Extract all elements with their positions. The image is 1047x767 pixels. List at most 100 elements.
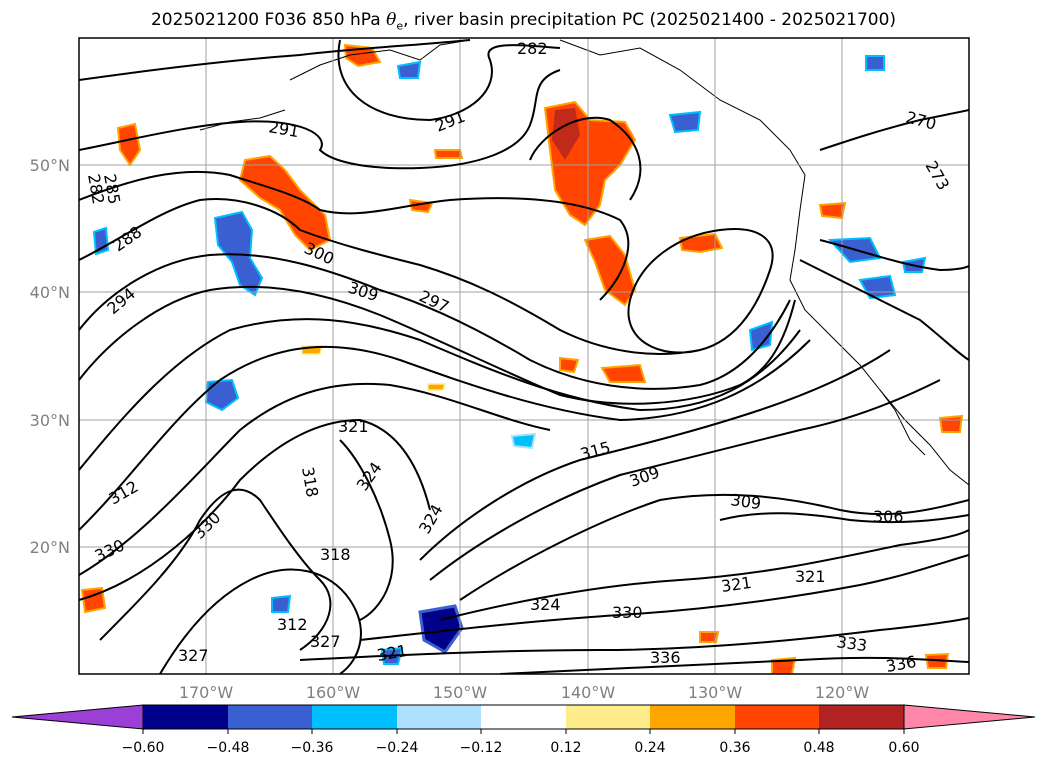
lon-label: 140°W — [561, 683, 616, 702]
contour-label: 327 — [178, 646, 209, 665]
contour-line — [79, 418, 431, 601]
graticule — [79, 38, 969, 674]
contour-label: 327 — [310, 632, 341, 651]
precip-patch — [748, 320, 774, 352]
precip-patch — [271, 594, 292, 613]
precip-patch — [238, 154, 332, 252]
contour-label: 282 — [517, 39, 548, 58]
lon-label: 130°W — [688, 683, 743, 702]
contour-line — [359, 554, 969, 641]
contour-label: 324 — [530, 595, 561, 614]
contour-line — [819, 239, 969, 272]
contour-label: 321 — [720, 573, 753, 596]
colorbar-tick-label: −0.36 — [291, 740, 334, 756]
contour-line — [339, 439, 394, 621]
precip-patch — [116, 122, 142, 167]
colorbar-tick-label: −0.48 — [207, 740, 250, 756]
contour-label: 336 — [650, 648, 681, 667]
colorbar-tick-label: −0.24 — [376, 740, 419, 756]
map-title: 2025021200 F036 850 hPa θe, river basin … — [0, 10, 1047, 32]
lon-label: 150°W — [433, 683, 488, 702]
lon-label: 120°W — [815, 683, 870, 702]
contour-line — [429, 379, 941, 581]
contour-label: 309 — [729, 490, 762, 513]
contour-label: 336 — [884, 652, 917, 676]
contour-line — [79, 382, 551, 576]
title-subscript: e — [396, 19, 404, 33]
precip-patch — [818, 201, 847, 220]
colorbar-segment — [566, 705, 650, 729]
contour-label: 306 — [873, 507, 904, 526]
precip-patch — [559, 356, 580, 374]
colorbar-tick-label: 0.60 — [888, 740, 919, 756]
colorbar-tick-label: 0.24 — [634, 740, 665, 756]
colorbar-segment — [228, 705, 312, 729]
lon-label: 170°W — [179, 683, 234, 702]
colorbar-ticks — [142, 729, 905, 734]
contour-line — [299, 617, 969, 661]
contour-line — [459, 493, 969, 601]
contour-label: 321 — [338, 417, 369, 436]
precip-patch — [600, 363, 647, 383]
contour-line — [79, 69, 561, 170]
precip-patch — [427, 383, 447, 391]
colorbar-segment — [143, 705, 228, 729]
colorbar-frame — [142, 704, 905, 730]
coastline-baja — [879, 389, 926, 456]
colorbar-tick-label: 0.48 — [803, 740, 834, 756]
contour-line — [79, 339, 811, 531]
colorbar-extend-low — [11, 704, 144, 730]
colorbar-segment — [819, 705, 904, 729]
colorbar-segment — [397, 705, 481, 729]
precip-patch — [396, 60, 422, 79]
precip-patch — [510, 432, 537, 450]
contour-label: 312 — [277, 615, 308, 634]
contour-line — [79, 318, 801, 471]
contour-label: 333 — [835, 632, 868, 655]
precip-patch — [433, 149, 464, 159]
contour-label: 330 — [612, 603, 643, 622]
contour-line — [159, 568, 362, 674]
colorbar-segment — [650, 705, 735, 729]
contour-line — [819, 109, 969, 151]
lat-label: 40°N — [30, 283, 70, 302]
lat-label: 30°N — [30, 411, 70, 430]
precip-patch — [699, 631, 720, 643]
latitude-labels: 50°N 40°N 30°N 20°N — [30, 156, 70, 557]
colorbar-extend-high — [903, 704, 1036, 730]
theta-e-contours — [79, 39, 969, 674]
contour-line — [79, 198, 774, 355]
contour-labels: 282 291 291 270 282 285 273 288 300 309 … — [84, 39, 953, 676]
contour-line — [799, 259, 969, 361]
title-prefix: 2025021200 F036 850 hPa — [150, 10, 387, 30]
contour-label: 318 — [320, 545, 351, 564]
contour-label: 321 — [795, 567, 826, 586]
contour-line — [99, 488, 332, 651]
title-suffix: , river basin precipitation PC (20250214… — [403, 10, 897, 30]
colorbar-tick-label: 0.36 — [719, 740, 750, 756]
coastline-aleutians — [199, 109, 286, 131]
contour-line — [79, 170, 630, 301]
contour-line — [419, 349, 891, 561]
map-content: 282 291 291 270 282 285 273 288 300 309 … — [79, 38, 969, 676]
contour-line — [79, 39, 471, 81]
colorbar-segment — [312, 705, 397, 729]
lon-label: 160°W — [306, 683, 361, 702]
colorbar-tick-label: 0.12 — [550, 740, 581, 756]
contour-line — [719, 512, 969, 524]
coastline-alaska — [289, 39, 471, 81]
colorbar-tick-labels: −0.60 −0.48 −0.36 −0.24 −0.12 0.12 0.24 … — [122, 740, 920, 756]
colorbar-tick-label: −0.12 — [460, 740, 503, 756]
contour-line — [499, 656, 969, 674]
longitude-labels: 170°W 160°W 150°W 140°W 130°W 120°W — [179, 683, 870, 702]
precip-patch — [678, 232, 724, 254]
colorbar: −0.60 −0.48 −0.36 −0.24 −0.12 0.12 0.24 … — [11, 704, 1036, 756]
colorbar-segment — [735, 705, 819, 729]
map-frame — [78, 37, 970, 675]
contour-line — [439, 529, 969, 621]
colorbar-tick-label: −0.60 — [122, 740, 165, 756]
lat-label: 20°N — [30, 538, 70, 557]
precip-patch — [668, 110, 702, 134]
contour-line — [337, 39, 561, 122]
